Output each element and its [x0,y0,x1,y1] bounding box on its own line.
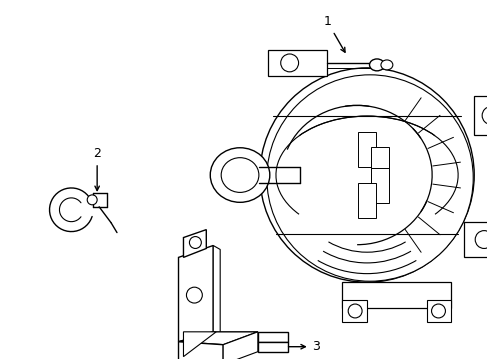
Ellipse shape [210,148,269,202]
Ellipse shape [221,158,258,192]
Polygon shape [178,332,257,345]
Polygon shape [257,342,287,352]
Polygon shape [342,282,450,308]
Polygon shape [370,148,388,182]
Polygon shape [426,300,450,322]
Circle shape [431,304,445,318]
Polygon shape [370,168,388,203]
Ellipse shape [266,75,472,281]
Text: 2: 2 [93,147,101,190]
Polygon shape [473,96,488,135]
Ellipse shape [259,68,473,282]
Circle shape [474,231,488,248]
Polygon shape [463,222,488,257]
Circle shape [481,107,488,125]
Polygon shape [223,332,257,360]
Polygon shape [183,332,216,357]
Polygon shape [178,342,223,360]
Text: 1: 1 [323,15,345,52]
Polygon shape [357,184,375,218]
Polygon shape [183,230,206,257]
Circle shape [347,304,361,318]
Ellipse shape [380,60,392,70]
Circle shape [87,195,97,205]
Circle shape [280,54,298,72]
Polygon shape [267,50,326,76]
Polygon shape [257,332,287,342]
Circle shape [186,287,202,303]
Polygon shape [357,132,375,167]
Circle shape [189,237,201,248]
Polygon shape [342,300,366,322]
Polygon shape [213,246,220,335]
Text: 3: 3 [288,340,320,353]
Polygon shape [178,246,213,342]
Ellipse shape [369,59,384,71]
